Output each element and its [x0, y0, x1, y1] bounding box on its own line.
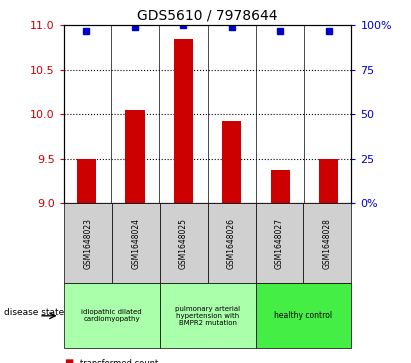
Text: GSM1648024: GSM1648024: [131, 218, 140, 269]
Text: idiopathic dilated
cardiomyopathy: idiopathic dilated cardiomyopathy: [81, 309, 142, 322]
Text: GSM1648028: GSM1648028: [323, 218, 332, 269]
Text: pulmonary arterial
hypertension with
BMPR2 mutation: pulmonary arterial hypertension with BMP…: [175, 306, 240, 326]
Text: GSM1648026: GSM1648026: [227, 218, 236, 269]
Text: disease state: disease state: [4, 308, 65, 317]
Text: GSM1648023: GSM1648023: [83, 218, 92, 269]
Bar: [222, 122, 241, 203]
Title: GDS5610 / 7978644: GDS5610 / 7978644: [137, 9, 278, 23]
Bar: [77, 159, 96, 203]
Text: GSM1648025: GSM1648025: [179, 218, 188, 269]
Bar: [319, 159, 338, 203]
Text: healthy control: healthy control: [275, 311, 332, 320]
Text: ■: ■: [64, 358, 73, 363]
Text: GSM1648027: GSM1648027: [275, 218, 284, 269]
Text: transformed count: transformed count: [80, 359, 158, 363]
Bar: [270, 170, 290, 203]
Bar: [174, 39, 193, 203]
Bar: [125, 110, 145, 203]
